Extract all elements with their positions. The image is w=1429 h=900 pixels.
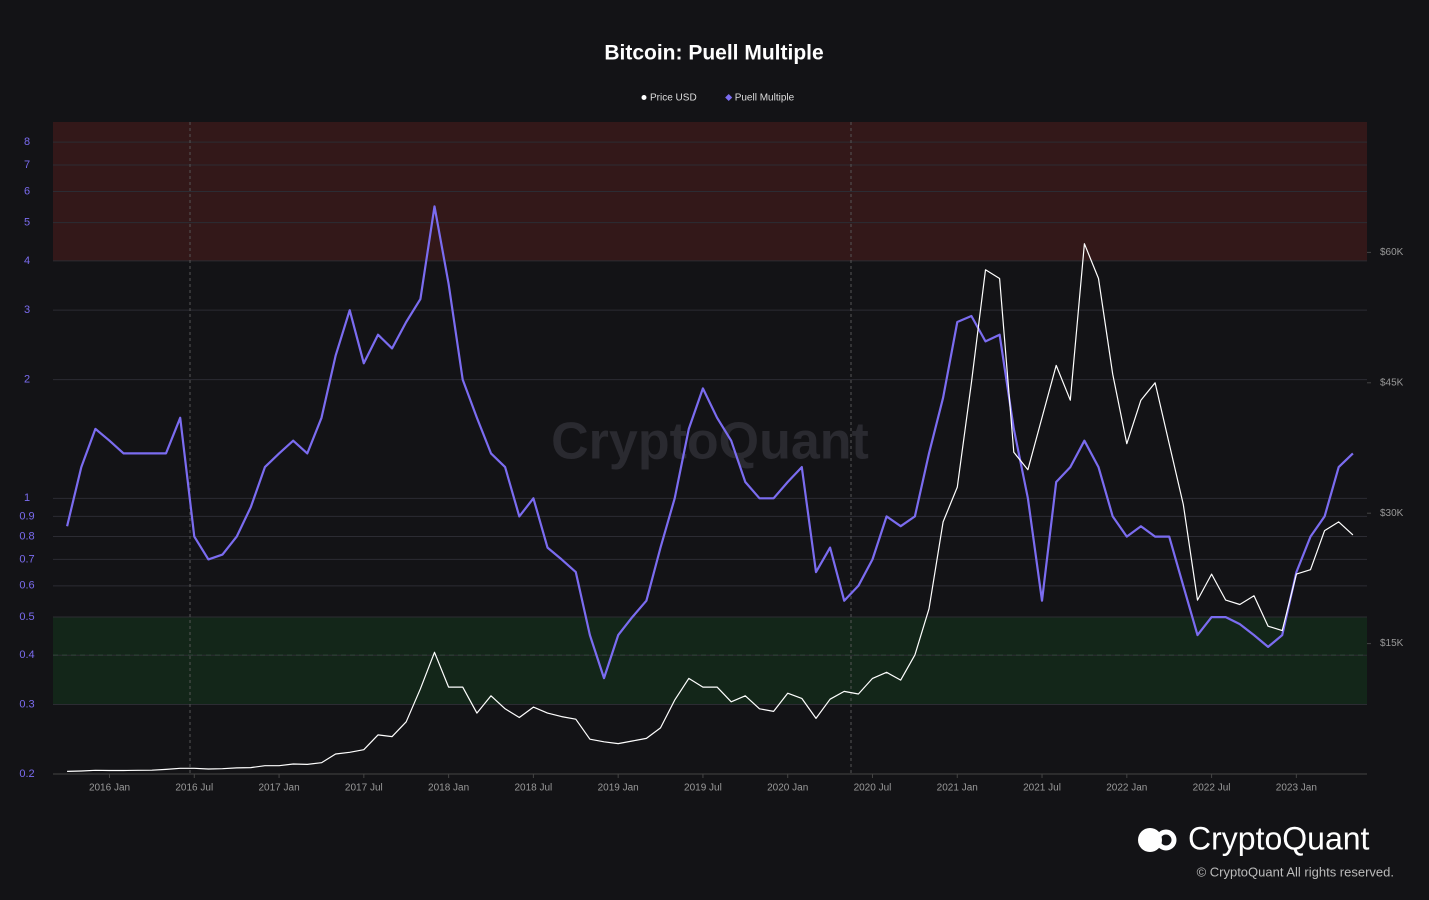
y-tick-label: 0.3: [19, 698, 34, 710]
x-tick-label: 2020 Jul: [854, 783, 892, 794]
y-tick-label: 0.2: [19, 768, 34, 780]
logo: CryptoQuant: [1138, 820, 1370, 856]
x-tick-label: 2020 Jan: [767, 783, 808, 794]
y-tick-label: 0.9: [19, 510, 34, 522]
y-tick-label: 0.4: [19, 649, 34, 661]
legend-marker: [725, 93, 733, 102]
x-tick-label: 2022 Jul: [1193, 783, 1231, 794]
x-tick-label: 2019 Jul: [684, 783, 722, 794]
axes: 0.2 0.3 0.4 0.5 0.6 0.7 0.8 0.9 1 2 3 4 5 6 7 8 $15K $30K…: [19, 136, 1403, 794]
legend-label: Price USD: [650, 93, 697, 104]
y-tick-label: 0.6: [19, 580, 34, 592]
x-tick-label: 2021 Jan: [937, 783, 978, 794]
series-line: [67, 243, 1354, 772]
y-tick-label: 7: [24, 159, 30, 171]
x-tick-label: 2019 Jan: [598, 783, 639, 794]
x-tick-label: 2021 Jul: [1023, 783, 1061, 794]
y-tick-label: 3: [24, 304, 30, 316]
legend: Price USD Puell Multiple: [641, 93, 795, 104]
y-tick-label: 0.7: [19, 553, 34, 565]
x-tick-label: 2016 Jul: [175, 783, 213, 794]
y-tick-label: 0.5: [19, 611, 34, 623]
y-tick-label: 1: [24, 492, 30, 504]
y2-tick-label: $15K: [1380, 638, 1404, 649]
chart-title: Bitcoin: Puell Multiple: [604, 42, 823, 65]
y-tick-label: 5: [24, 217, 30, 229]
x-tick-label: 2018 Jan: [428, 783, 469, 794]
logo-icon: [1138, 828, 1162, 852]
legend-marker: [641, 95, 647, 100]
watermark: CryptoQuant: [551, 413, 869, 471]
logo-icon: [1155, 829, 1177, 851]
series-line: [66, 205, 1354, 680]
copyright: © CryptoQuant All rights reserved.: [1197, 864, 1394, 879]
x-tick-label: 2016 Jan: [89, 783, 130, 794]
x-tick-label: 2022 Jan: [1106, 783, 1147, 794]
y-tick-label: 8: [24, 136, 30, 148]
logo-text: CryptoQuant: [1188, 820, 1370, 856]
y-tick-label: 0.8: [19, 530, 34, 542]
y2-tick-label: $60K: [1380, 247, 1404, 258]
x-tick-label: 2018 Jul: [514, 783, 552, 794]
x-tick-label: 2023 Jan: [1276, 783, 1317, 794]
legend-label: Puell Multiple: [735, 93, 795, 104]
y-tick-label: 2: [24, 374, 30, 386]
y2-tick-label: $30K: [1380, 508, 1404, 519]
y-tick-label: 6: [24, 185, 30, 197]
x-tick-label: 2017 Jan: [258, 783, 299, 794]
zone: [53, 617, 1367, 705]
y-tick-label: 4: [24, 255, 30, 267]
y2-tick-label: $45K: [1380, 377, 1404, 388]
x-tick-label: 2017 Jul: [345, 783, 383, 794]
lines: [66, 205, 1354, 772]
